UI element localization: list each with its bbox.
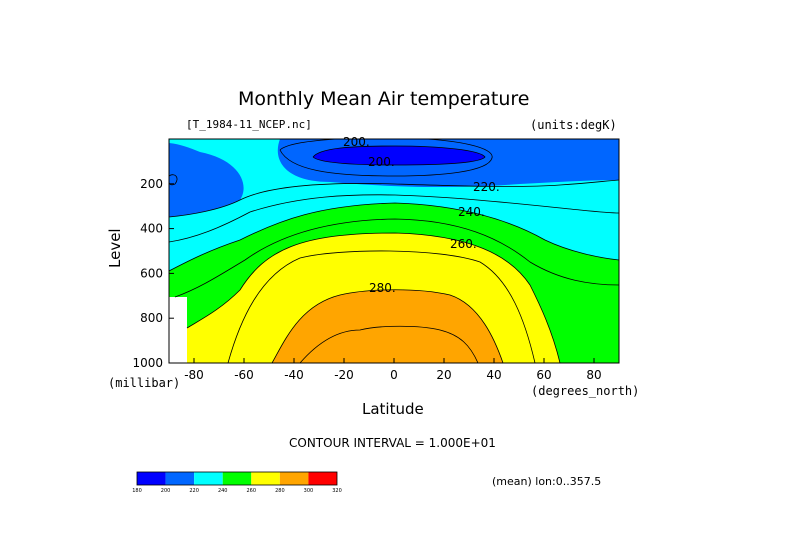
colorbar-label: 300 bbox=[304, 488, 314, 494]
contour-line-200 bbox=[312, 145, 486, 166]
colorbar-label: 280 bbox=[275, 488, 285, 494]
x-ticks: -80 -60 -40 -20 0 20 40 60 80 bbox=[184, 358, 602, 382]
core-180-200 bbox=[313, 146, 485, 165]
contour-label-220: 220. bbox=[473, 180, 500, 194]
colorbar-swatch bbox=[137, 472, 166, 485]
contour-line-290 bbox=[299, 325, 479, 363]
contour-line-260 bbox=[186, 232, 561, 363]
contour-line-250 bbox=[174, 218, 619, 298]
colorbar-swatch bbox=[222, 472, 252, 485]
contour-label-240: 240. bbox=[458, 205, 485, 219]
colorbar: 180 200 220 240 260 280 300 320 bbox=[132, 471, 342, 494]
y-tick-label: 400 bbox=[140, 222, 163, 236]
chart-title: Monthly Mean Air temperature bbox=[238, 88, 530, 110]
x-tick-label: 80 bbox=[586, 368, 601, 382]
contour-lines bbox=[169, 139, 619, 363]
y-tick-label: 800 bbox=[140, 311, 163, 325]
y-tick-label: 1000 bbox=[132, 356, 163, 370]
x-tick-label: -40 bbox=[284, 368, 304, 382]
left-blue-lobe bbox=[169, 148, 238, 215]
colorbar-label: 180 bbox=[132, 488, 142, 494]
contour-fill bbox=[169, 139, 619, 363]
contour-line-210 bbox=[279, 139, 493, 177]
contour-line-230 bbox=[169, 194, 619, 243]
colorbar-label: 220 bbox=[189, 488, 199, 494]
contour-label-200-top: 200. bbox=[343, 135, 370, 149]
contour-line-220 bbox=[169, 179, 619, 218]
colorbar-label: 320 bbox=[332, 488, 342, 494]
x-axis-units: (degrees_north) bbox=[531, 384, 640, 398]
y-axis-units: (millibar) bbox=[108, 376, 181, 390]
contour-interval-label: CONTOUR INTERVAL = 1.000E+01 bbox=[289, 436, 496, 450]
colorbar-swatch bbox=[279, 472, 309, 485]
x-tick-label: 40 bbox=[486, 368, 501, 382]
y-tick-label: 600 bbox=[140, 266, 163, 280]
contour-label-280: 280. bbox=[369, 281, 396, 295]
contour-line-240 bbox=[169, 202, 619, 272]
colorbar-swatch bbox=[165, 472, 195, 485]
colorbar-swatch bbox=[308, 472, 337, 485]
colorbar-label: 240 bbox=[218, 488, 228, 494]
colorbar-swatch bbox=[194, 472, 223, 485]
colorbar-swatch bbox=[251, 472, 280, 485]
x-tick-label: 0 bbox=[390, 368, 398, 382]
contour-label-260: 260. bbox=[450, 237, 477, 251]
y-tick-label: 200 bbox=[140, 177, 163, 191]
contour-line-280 bbox=[271, 289, 504, 363]
missing-data-area bbox=[169, 297, 187, 363]
mean-note: (mean) lon:0..357.5 bbox=[492, 475, 602, 488]
contour-label-200-core: 200. bbox=[368, 155, 395, 169]
x-tick-label: -20 bbox=[334, 368, 354, 382]
contour-line-270 bbox=[227, 250, 536, 363]
x-tick-label: -80 bbox=[184, 368, 204, 382]
file-label: [T_1984-11_NCEP.nc] bbox=[186, 118, 312, 131]
y-ticks: 200 400 600 800 1000 bbox=[132, 177, 174, 370]
x-tick-label: 20 bbox=[436, 368, 451, 382]
colorbar-frame bbox=[136, 471, 338, 486]
x-tick-label: -60 bbox=[234, 368, 254, 382]
x-tick-label: 60 bbox=[536, 368, 551, 382]
colorbar-label: 260 bbox=[247, 488, 257, 494]
units-label: (units:degK) bbox=[530, 118, 617, 132]
x-axis-label: Latitude bbox=[362, 400, 424, 418]
colorbar-label: 200 bbox=[161, 488, 171, 494]
